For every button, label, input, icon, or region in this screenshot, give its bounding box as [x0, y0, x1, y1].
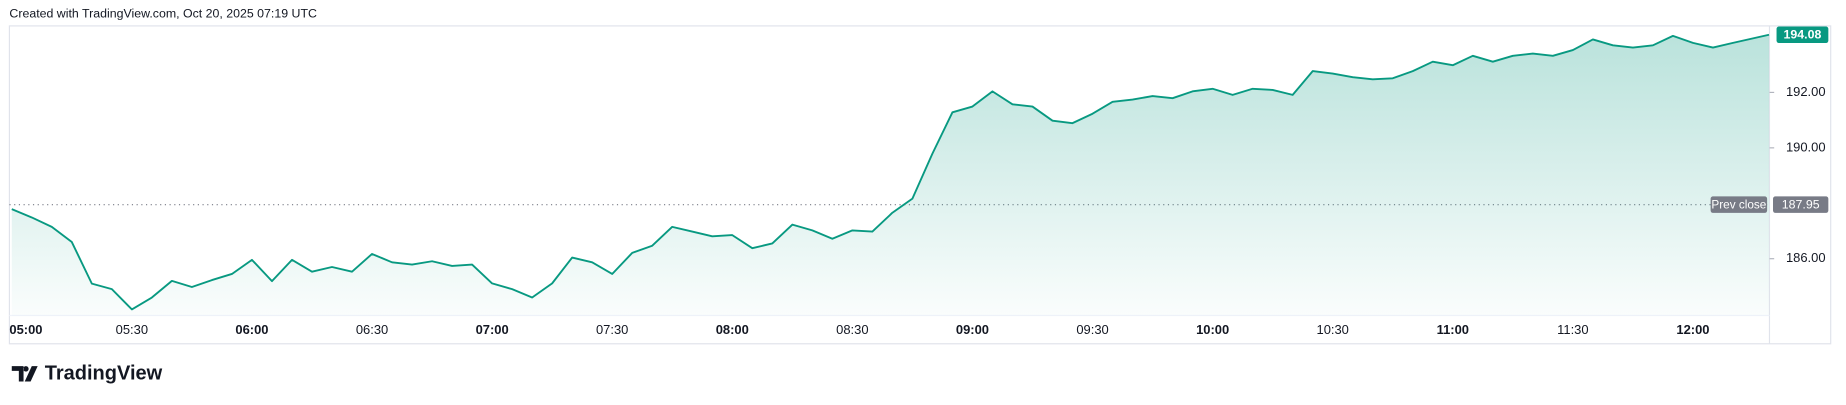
prev-close-value-bg [1773, 196, 1829, 213]
x-tick-label: 07:30 [596, 322, 628, 337]
x-tick-label: 11:30 [1557, 322, 1588, 337]
area-fill [11, 34, 1770, 316]
source-note: Created with TradingView.com, Oct 20, 20… [9, 6, 317, 20]
logo: TradingView [11, 363, 163, 385]
prev-close-label: Prev close [1711, 198, 1766, 211]
x-tick-label: 07:00 [476, 322, 509, 337]
last-price-bg [1776, 26, 1829, 44]
x-tick-label: 10:00 [1196, 322, 1229, 337]
x-tick-label: 11:00 [1437, 322, 1469, 337]
x-tick-label: 09:30 [1076, 322, 1108, 337]
prev-close-tag-bg [1710, 196, 1768, 213]
y-tick-label: 186.00 [1786, 250, 1826, 265]
x-tick-label: 05:00 [9, 322, 42, 337]
x-tick-label: 06:30 [356, 322, 388, 337]
x-tick-label: 12:00 [1676, 322, 1709, 337]
brand: TradingView [45, 363, 163, 385]
x-tick-label: 08:00 [716, 322, 749, 337]
logo-icon [11, 366, 38, 382]
x-tick-label: 09:00 [956, 322, 989, 337]
last-price-label: 194.08 [1784, 28, 1822, 42]
x-tick-label: 08:30 [836, 322, 868, 337]
x-tick-label: 10:30 [1317, 322, 1349, 337]
prev-close-tag: Prev close 187.95 [1710, 196, 1829, 213]
chart-frame [8, 25, 1832, 345]
prev-close-value: 187.95 [1782, 198, 1820, 212]
x-tick-label: 06:00 [235, 322, 268, 337]
y-tick-label: 190.00 [1786, 139, 1826, 154]
y-tick-label: 192.00 [1786, 84, 1826, 99]
x-tick-label: 05:30 [116, 322, 148, 337]
price-line [11, 33, 1770, 311]
